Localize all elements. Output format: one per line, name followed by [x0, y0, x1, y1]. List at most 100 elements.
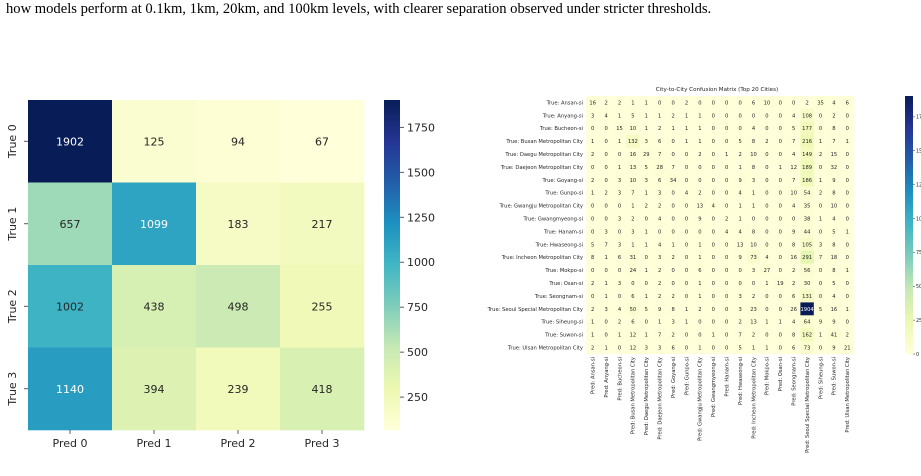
heatmap-cell: [787, 134, 801, 148]
cell-value: 7: [604, 242, 607, 248]
cell-value: 5: [832, 281, 835, 287]
heatmap-cell: [746, 186, 761, 200]
heatmap-cell: [760, 289, 774, 303]
heatmap-cell: [720, 186, 734, 200]
heatmap-cell: [840, 160, 855, 174]
heatmap-cell: [840, 186, 855, 200]
cell-value: 0: [645, 281, 648, 287]
cell-value: 2: [752, 294, 755, 300]
heatmap-cell: [586, 237, 600, 251]
cell-value: 1: [819, 139, 822, 145]
cell-value: 0: [631, 281, 634, 287]
cell-value: 0: [618, 345, 621, 351]
cell-value: 2: [792, 281, 795, 287]
heatmap-cell: [840, 341, 855, 355]
heatmap-cell: [773, 108, 788, 122]
cell-value: 0: [846, 255, 849, 261]
colorbar-tick-label: 1000: [916, 216, 921, 222]
cell-value: 0: [698, 320, 701, 326]
heatmap-cell: [746, 328, 761, 342]
heatmap-cell: [773, 263, 788, 277]
heatmap-cell: [666, 121, 680, 135]
cell-value: 12: [630, 345, 637, 351]
cell-value: 0: [765, 126, 768, 132]
cell-value: 2: [832, 113, 835, 119]
heatmap-cell: [626, 315, 640, 329]
heatmap-cell: [639, 212, 654, 226]
cell-value: 0: [591, 204, 594, 210]
cell-value: 1: [698, 345, 701, 351]
cell-value: 0: [671, 139, 674, 145]
heatmap-cell: [760, 276, 774, 290]
cell-value: 1: [738, 165, 741, 171]
cell-value: 0: [604, 165, 607, 171]
colorbar-tick-label: 1750: [407, 121, 435, 134]
row-label: True: Goyang-si: [542, 178, 583, 184]
heatmap-cell: [693, 276, 707, 290]
heatmap-cell: [666, 315, 680, 329]
heatmap-cell: [773, 199, 788, 213]
cell-value: 1: [738, 216, 741, 222]
cell-value: 1: [618, 139, 621, 145]
col-label: Pred: Hwaseong-si: [738, 357, 744, 405]
cell-value: 9: [832, 345, 835, 351]
cell-value: 2: [591, 307, 594, 313]
heatmap-cell: [827, 276, 841, 290]
cell-value: 1: [685, 139, 688, 145]
heatmap-cell: [586, 121, 600, 135]
cell-value: 54: [804, 191, 811, 197]
heatmap-cell: [639, 276, 654, 290]
cell-value: 0: [685, 333, 688, 339]
heatmap-cell: [787, 108, 801, 122]
heatmap-cell: [746, 134, 761, 148]
cell-value: 7: [819, 255, 822, 261]
cell-value: 1: [604, 281, 607, 287]
colorbar-tick-label: 750: [916, 250, 921, 256]
cell-value: 0: [685, 294, 688, 300]
heatmap-cell: [800, 302, 814, 316]
heatmap-cell: [639, 289, 654, 303]
cell-value: 73: [804, 345, 811, 351]
cell-value: 657: [60, 218, 81, 231]
cell-value: 7: [671, 165, 674, 171]
cell-value: 1: [645, 333, 648, 339]
heatmap-cell: [773, 289, 788, 303]
cell-value: 418: [312, 383, 333, 396]
heatmap-cell: [626, 147, 640, 161]
cell-value: 0: [779, 216, 782, 222]
heatmap-cell: [787, 276, 801, 290]
colorbar-right: [905, 96, 913, 354]
cell-value: 1: [591, 333, 594, 339]
cell-value: 7: [631, 191, 634, 197]
cell-value: 0: [779, 345, 782, 351]
cell-value: 0: [725, 320, 728, 326]
cell-value: 0: [779, 152, 782, 158]
heatmap-cell: [626, 263, 640, 277]
heatmap-cell: [706, 121, 721, 135]
cell-value: 0: [819, 294, 822, 300]
heatmap-cell: [840, 173, 855, 187]
heatmap-cell: [693, 289, 707, 303]
cell-value: 1: [846, 229, 849, 235]
cell-value: 0: [725, 139, 728, 145]
heatmap-cell: [733, 328, 747, 342]
heatmap-cell: [827, 237, 841, 251]
heatmap-cell: [599, 263, 613, 277]
heatmap-cell: [679, 199, 694, 213]
heatmap-cell: [586, 315, 600, 329]
cell-value: 8: [671, 307, 674, 313]
heatmap-cell: [787, 121, 801, 135]
cell-value: 3: [618, 242, 621, 248]
heatmap-cell: [746, 276, 761, 290]
col-label: Pred 1: [137, 437, 172, 450]
cell-value: 2: [846, 333, 849, 339]
heatmap-cell: [733, 237, 747, 251]
cell-value: 0: [725, 165, 728, 171]
heatmap-cell: [840, 328, 855, 342]
heatmap-cell: [586, 108, 600, 122]
heatmap-cell: [626, 237, 640, 251]
row-label: True: Ansan-si: [546, 100, 583, 106]
heatmap-cell: [679, 250, 694, 264]
cell-value: 10: [790, 191, 797, 197]
cell-value: 1: [645, 100, 648, 106]
